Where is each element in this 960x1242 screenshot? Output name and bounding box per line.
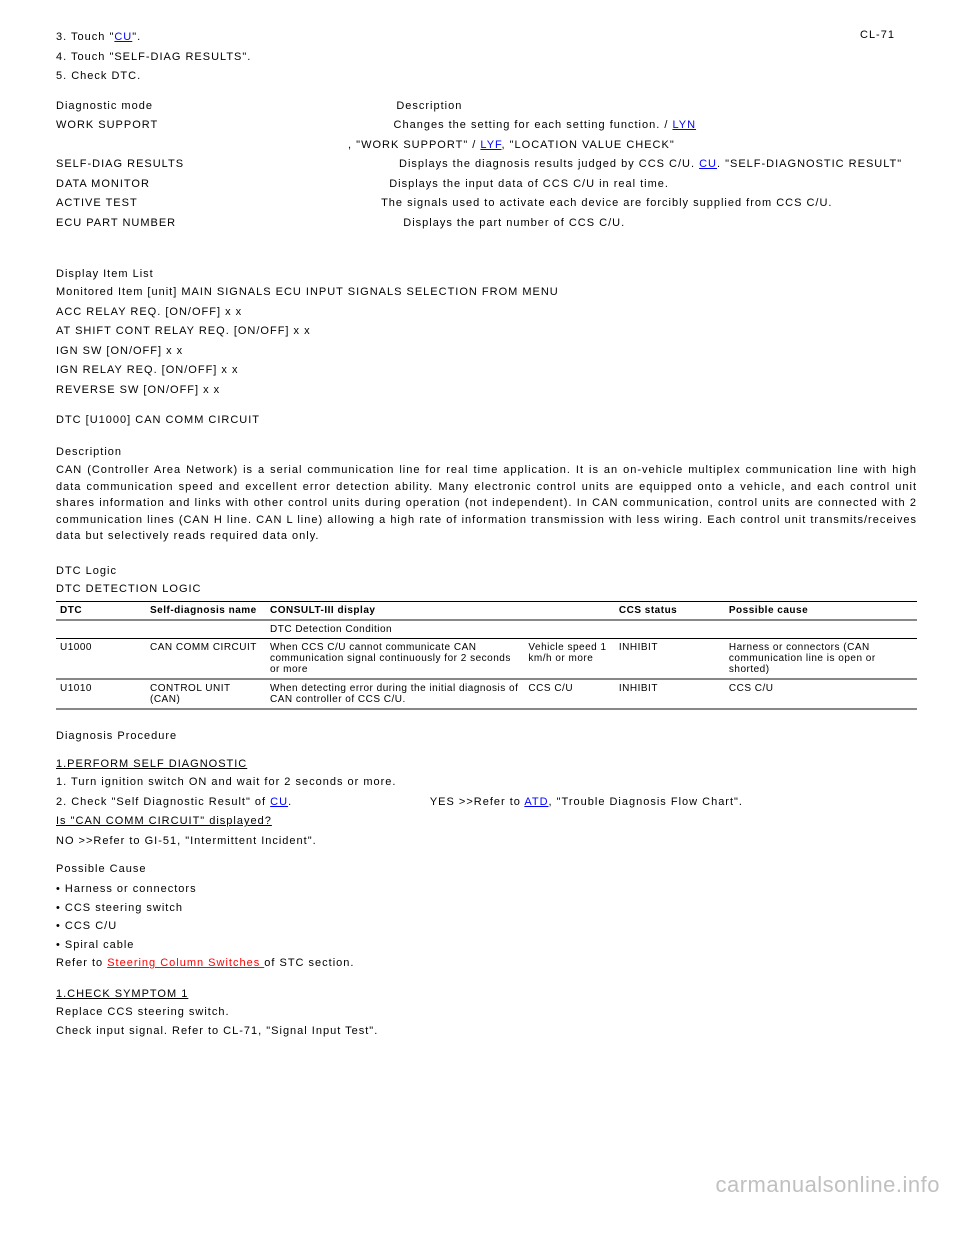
step-3: 3. Touch "CU". [56, 29, 917, 46]
work-support-row-2: , "WORK SUPPORT" / LYF, "LOCATION VALUE … [56, 137, 917, 154]
listing-row: IGN SW [ON/OFF] x x [56, 343, 917, 360]
th-self-diag: Self-diagnosis name [146, 602, 266, 620]
td-cause: CCS C/U [725, 679, 917, 709]
td-speed: CCS C/U [524, 679, 614, 709]
step-4: 4. Touch "SELF-DIAG RESULTS". [56, 49, 917, 66]
link-lyn[interactable]: LYN [672, 119, 696, 131]
listing-row: AT SHIFT CONT RELAY REQ. [ON/OFF] x x [56, 323, 917, 340]
listing-header: Monitored Item [unit] MAIN SIGNALS ECU I… [56, 284, 917, 301]
diag-procedure-label: Diagnosis Procedure [56, 730, 917, 742]
self-diag-row: SELF-DIAG RESULTS Displays the diagnosis… [56, 156, 917, 173]
link-lyf[interactable]: LYF [480, 139, 501, 151]
td-name: CONTROL UNIT (CAN) [146, 679, 266, 709]
proc-no: NO >>Refer to GI-51, "Intermittent Incid… [56, 833, 917, 850]
cause-refer: Refer to Steering Column Switches of STC… [56, 955, 917, 972]
proc-question: Is "CAN COMM CIRCUIT" displayed? [56, 813, 917, 830]
dtc-logic-sub: DTC DETECTION LOGIC [56, 581, 917, 598]
description-text: CAN (Controller Area Network) is a seria… [56, 462, 917, 545]
display-item-list-title: Display Item List [56, 268, 917, 280]
td-name: CAN COMM CIRCUIT [146, 639, 266, 680]
check-symptom-1: 1.CHECK SYMPTOM 1 [56, 988, 917, 1000]
td-status: INHIBIT [615, 679, 725, 709]
listing-row: REVERSE SW [ON/OFF] x x [56, 382, 917, 399]
th-detection: DTC Detection Condition [266, 620, 615, 639]
th-cause: Possible cause [725, 602, 917, 620]
th-dtc: DTC [56, 602, 146, 620]
link-cu-3[interactable]: CU [270, 796, 288, 808]
th-consult: CONSULT-III display [266, 602, 615, 620]
ecu-part-row: ECU PART NUMBER Displays the part number… [56, 215, 917, 232]
td-cond: When detecting error during the initial … [266, 679, 524, 709]
description-label: Description [56, 446, 917, 458]
page-number: CL-71 [860, 29, 895, 41]
proc-p1: 1. Turn ignition switch ON and wait for … [56, 774, 917, 791]
listing-row: IGN RELAY REQ. [ON/OFF] x x [56, 362, 917, 379]
action-p2: Check input signal. Refer to CL-71, "Sig… [56, 1023, 917, 1040]
cause-item: • CCS C/U [56, 918, 917, 935]
link-steering-switches[interactable]: Steering Column Switches [107, 957, 264, 969]
cause-item: • Spiral cable [56, 937, 917, 954]
work-support-row: WORK SUPPORT Changes the setting for eac… [56, 117, 917, 134]
listing-row: ACC RELAY REQ. [ON/OFF] x x [56, 304, 917, 321]
diag-mode-row: Diagnostic mode Description [56, 98, 917, 115]
data-monitor-row: DATA MONITOR Displays the input data of … [56, 176, 917, 193]
link-cu-1[interactable]: CU [114, 31, 132, 43]
possible-cause-label: Possible Cause [56, 863, 917, 875]
dtc-u1000-header: DTC [U1000] CAN COMM CIRCUIT [56, 414, 917, 426]
dtc-logic-label: DTC Logic [56, 565, 917, 577]
link-cu-2[interactable]: CU [699, 158, 717, 170]
td-dtc: U1000 [56, 639, 146, 680]
td-speed: Vehicle speed 1 km/h or more [524, 639, 614, 680]
cause-item: • CCS steering switch [56, 900, 917, 917]
td-cause: Harness or connectors (CAN communication… [725, 639, 917, 680]
diag-step-1: 1.PERFORM SELF DIAGNOSTIC [56, 758, 917, 770]
action-p1: Replace CCS steering switch. [56, 1004, 917, 1021]
watermark: carmanualsonline.info [715, 1172, 940, 1198]
td-status: INHIBIT [615, 639, 725, 680]
cause-item: • Harness or connectors [56, 881, 917, 898]
link-atd[interactable]: ATD [524, 796, 548, 808]
td-cond: When CCS C/U cannot communicate CAN comm… [266, 639, 524, 680]
th-ccs-status: CCS status [615, 602, 725, 620]
active-test-row: ACTIVE TEST The signals used to activate… [56, 195, 917, 212]
dtc-table: DTC Self-diagnosis name CONSULT-III disp… [56, 601, 917, 710]
td-dtc: U1010 [56, 679, 146, 709]
step-5: 5. Check DTC. [56, 68, 917, 85]
proc-p2: 2. Check "Self Diagnostic Result" of CU.… [56, 794, 917, 811]
